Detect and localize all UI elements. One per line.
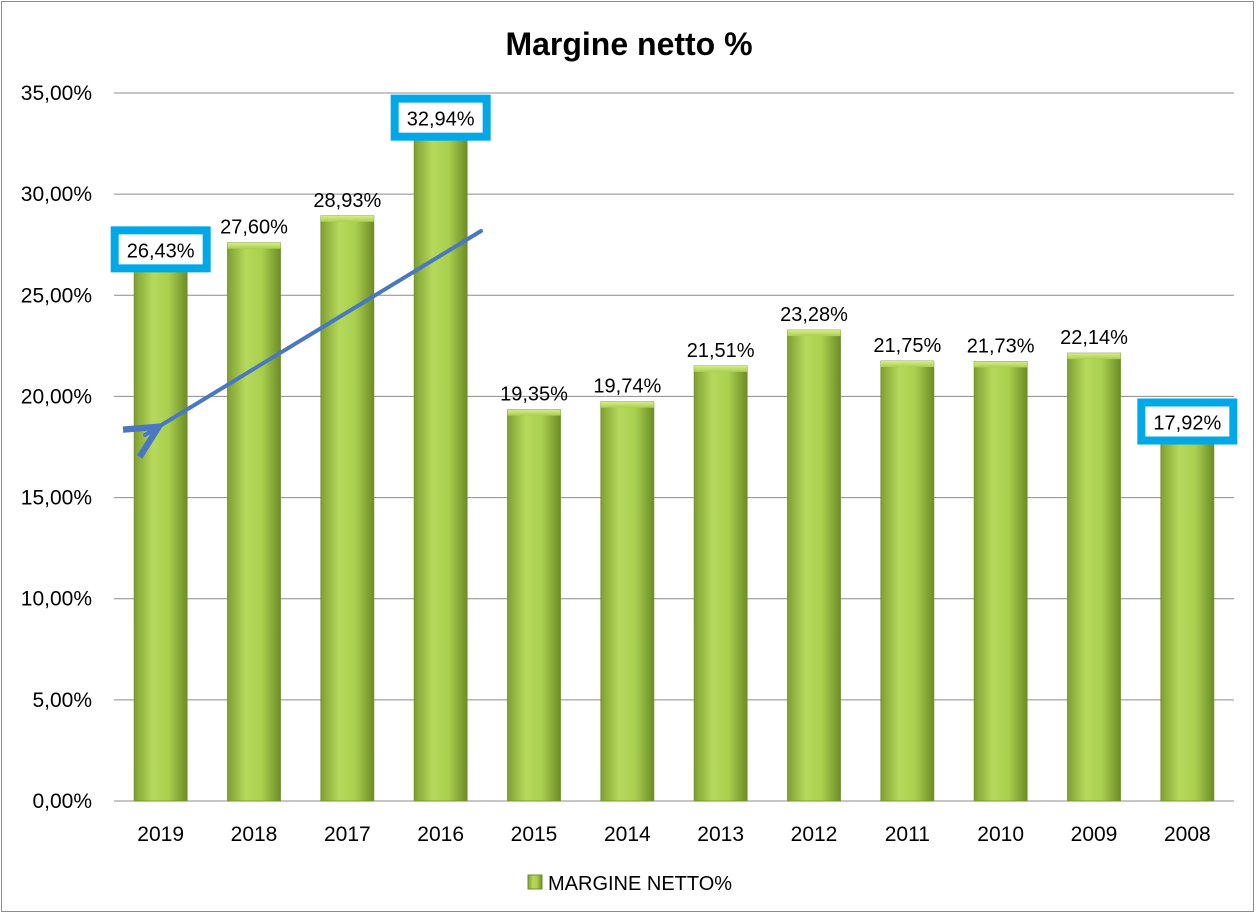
data-label: 19,74% bbox=[593, 376, 661, 398]
bar-top bbox=[320, 215, 374, 222]
trend-arrow bbox=[145, 229, 483, 435]
bar-body bbox=[413, 134, 468, 802]
x-tick-label: 2010 bbox=[977, 823, 1024, 846]
data-label: 21,75% bbox=[873, 335, 941, 357]
highlight-box bbox=[390, 94, 491, 141]
bar bbox=[133, 265, 188, 802]
bar bbox=[787, 329, 841, 802]
bar bbox=[413, 134, 468, 802]
bar-top bbox=[227, 242, 281, 249]
data-label: 21,73% bbox=[967, 335, 1035, 357]
data-label: 27,60% bbox=[220, 217, 288, 239]
bar-body bbox=[787, 329, 841, 802]
bar-top bbox=[787, 330, 841, 337]
x-tick-label: 2009 bbox=[1071, 823, 1118, 846]
x-tick-label: 2015 bbox=[511, 823, 558, 846]
bar-body bbox=[320, 215, 375, 802]
bar bbox=[227, 242, 281, 802]
data-label: 26,43% bbox=[127, 240, 195, 262]
bar bbox=[320, 215, 375, 802]
y-axis-ticks: 0,00% 5,00% 10,00% 15,00% 20,00% 25,00% 30,00%… bbox=[21, 82, 92, 813]
chart-title: Margine netto % bbox=[505, 26, 752, 62]
data-label: 28,93% bbox=[313, 190, 381, 212]
grid-lines bbox=[114, 92, 1234, 802]
legend-swatch bbox=[527, 874, 543, 890]
bar-body bbox=[227, 242, 281, 802]
x-tick-label: 2011 bbox=[885, 823, 930, 846]
y-tick-label: 0,00% bbox=[32, 790, 92, 813]
x-tick-label: 2018 bbox=[231, 823, 278, 846]
bar-body bbox=[133, 265, 188, 802]
bar-body bbox=[1067, 352, 1121, 802]
bar-body bbox=[693, 365, 748, 802]
y-tick-label: 15,00% bbox=[21, 487, 92, 510]
bars bbox=[133, 134, 1215, 802]
bar-top bbox=[507, 409, 561, 416]
bar-body bbox=[507, 409, 561, 802]
x-axis-ticks: 2019 2018 2017 2016 2015 2014 2013 2012 2011 2010… bbox=[137, 823, 1210, 846]
data-label: 32,94% bbox=[407, 109, 475, 131]
bar-top bbox=[694, 365, 748, 372]
data-label: 22,14% bbox=[1060, 327, 1128, 349]
bar bbox=[1067, 352, 1121, 802]
data-label: 19,35% bbox=[500, 384, 568, 406]
x-tick-label: 2017 bbox=[324, 823, 371, 846]
highlight-box bbox=[1137, 398, 1238, 445]
bar-body bbox=[600, 401, 655, 802]
bar-body bbox=[880, 360, 935, 802]
bar-body bbox=[1160, 438, 1215, 802]
x-tick-label: 2012 bbox=[791, 823, 838, 846]
legend: MARGINE NETTO% bbox=[527, 873, 732, 895]
x-tick-label: 2019 bbox=[137, 823, 184, 846]
bar bbox=[880, 360, 935, 802]
bar bbox=[600, 401, 655, 802]
y-tick-label: 10,00% bbox=[21, 588, 92, 611]
data-label: 21,51% bbox=[687, 340, 755, 362]
y-tick-label: 30,00% bbox=[21, 183, 92, 206]
y-tick-label: 20,00% bbox=[21, 385, 92, 408]
y-tick-label: 25,00% bbox=[21, 284, 92, 307]
legend-label: MARGINE NETTO% bbox=[548, 873, 732, 895]
bar bbox=[973, 361, 1028, 802]
bar bbox=[693, 365, 748, 802]
bar bbox=[1160, 438, 1215, 802]
bar-body bbox=[973, 361, 1028, 802]
highlight-box bbox=[110, 226, 211, 273]
bar-top bbox=[600, 401, 654, 408]
bar-top bbox=[880, 361, 934, 368]
bar-top bbox=[1067, 353, 1121, 360]
x-tick-label: 2014 bbox=[604, 823, 651, 846]
x-tick-label: 2013 bbox=[697, 823, 744, 846]
x-tick-label: 2016 bbox=[417, 823, 464, 846]
data-label: 17,92% bbox=[1153, 413, 1221, 435]
bar-top bbox=[974, 361, 1028, 368]
data-labels: 26,43% 27,60% 28,93% 32,94% 19,35% 19,74% 21,5… bbox=[110, 94, 1238, 445]
y-tick-label: 5,00% bbox=[32, 689, 92, 712]
x-tick-label: 2008 bbox=[1164, 823, 1211, 846]
y-tick-label: 35,00% bbox=[21, 82, 92, 105]
data-label: 23,28% bbox=[780, 304, 848, 326]
bar bbox=[507, 409, 561, 802]
